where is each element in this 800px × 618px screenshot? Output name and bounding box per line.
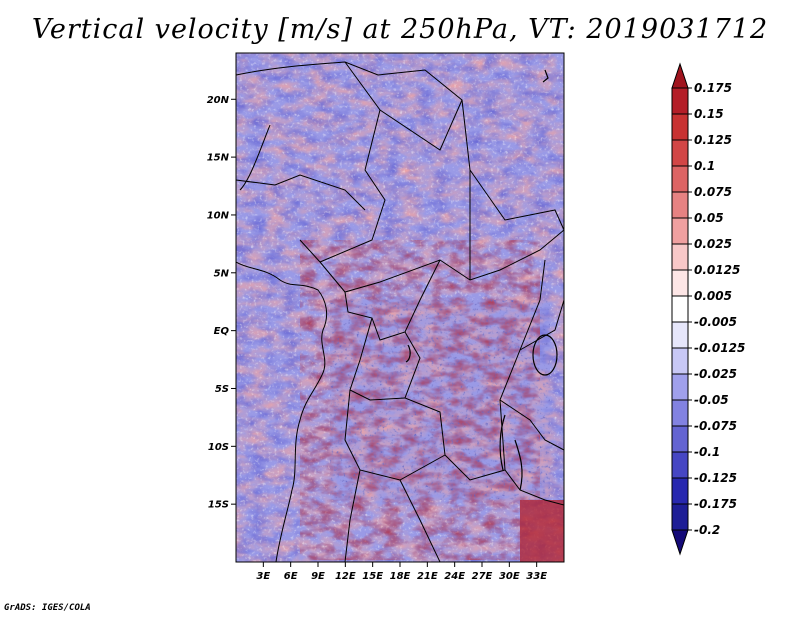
colorbar-box	[671, 269, 689, 297]
colorbar-label: 0.1	[694, 159, 715, 173]
lat-tick-label: 15S	[208, 500, 229, 511]
colorbar-label: -0.2	[694, 523, 720, 537]
colorbar-label: 0.005	[694, 289, 732, 303]
lat-tick-label: 10S	[208, 442, 229, 453]
colorbar-label: 0.175	[694, 81, 732, 95]
colorbar-label: -0.125	[694, 471, 737, 485]
colorbar-label: 0.15	[694, 107, 724, 121]
colorbar-label: -0.025	[694, 367, 737, 381]
lon-tick-label: 24E	[444, 571, 465, 582]
lon-tick-label: 18E	[390, 571, 411, 582]
colorbar-box	[671, 295, 689, 323]
colorbar-box	[671, 321, 689, 349]
colorbar-label: 0.125	[694, 133, 732, 147]
lat-tick-label: EQ	[214, 326, 230, 337]
colorbar-box	[671, 373, 689, 401]
lon-tick-label: 6E	[284, 571, 298, 582]
lat-tick-label: 10N	[207, 210, 230, 221]
colorbar-label: -0.0125	[694, 341, 745, 355]
colorbar-label: 0.075	[694, 185, 732, 199]
lat-tick-label: 20N	[207, 95, 230, 106]
country-borders	[236, 61, 564, 562]
colorbar-box	[671, 451, 689, 479]
lat-tick-label: 15N	[207, 153, 230, 164]
lat-tick-label: 5S	[215, 384, 229, 395]
lat-tick-label: 5N	[214, 268, 230, 279]
lon-tick-label: 21E	[417, 571, 438, 582]
colorbar-top-arrow	[671, 62, 689, 89]
lon-tick-label: 15E	[362, 571, 383, 582]
colorbar-box	[671, 347, 689, 375]
colorbar-box	[671, 165, 689, 193]
lon-tick-label: 9E	[311, 571, 325, 582]
lakes	[405, 69, 558, 491]
lon-tick-label: 33E	[526, 571, 547, 582]
colorbar-label: -0.05	[694, 393, 729, 407]
colorbar-box	[671, 191, 689, 219]
colorbar-box	[671, 425, 689, 453]
colorbar-bottom-arrow	[671, 529, 689, 556]
longitude-axis: 3E 6E 9E 12E 15E 18E 21E 24E 27E 30E 33E	[256, 562, 547, 582]
colorbar-box	[671, 477, 689, 505]
colorbar-label: 0.05	[694, 211, 724, 225]
colorbar-label: -0.005	[694, 315, 737, 329]
latitude-axis: 20N 15N 10N 5N EQ 5S 10S 15S	[207, 95, 236, 511]
lon-tick-label: 3E	[256, 571, 270, 582]
colorbar-label: -0.075	[694, 419, 737, 433]
colorbar-box	[671, 243, 689, 271]
colorbar-box	[671, 399, 689, 427]
lon-tick-label: 12E	[335, 571, 356, 582]
colorbar-box	[671, 217, 689, 245]
vertical-velocity-field	[236, 53, 564, 562]
colorbar-box	[671, 113, 689, 141]
colorbar-box	[671, 503, 689, 531]
colorbar: 0.175 0.15 0.125 0.1 0.075 0.05 0.025 0.0125 0.0…	[671, 62, 745, 556]
colorbar-label: -0.175	[694, 497, 737, 511]
colorbar-box	[671, 87, 689, 115]
colorbar-label: 0.0125	[694, 263, 740, 277]
colorbar-label: -0.1	[694, 445, 720, 459]
map-title: Vertical velocity [m/s] at 250hPa, VT: 2…	[31, 14, 769, 45]
colorbar-box	[671, 139, 689, 167]
footer-credit: GrADS: IGES/COLA	[4, 603, 91, 613]
lon-tick-label: 30E	[499, 571, 520, 582]
lon-tick-label: 27E	[472, 571, 493, 582]
colorbar-label: 0.025	[694, 237, 732, 251]
